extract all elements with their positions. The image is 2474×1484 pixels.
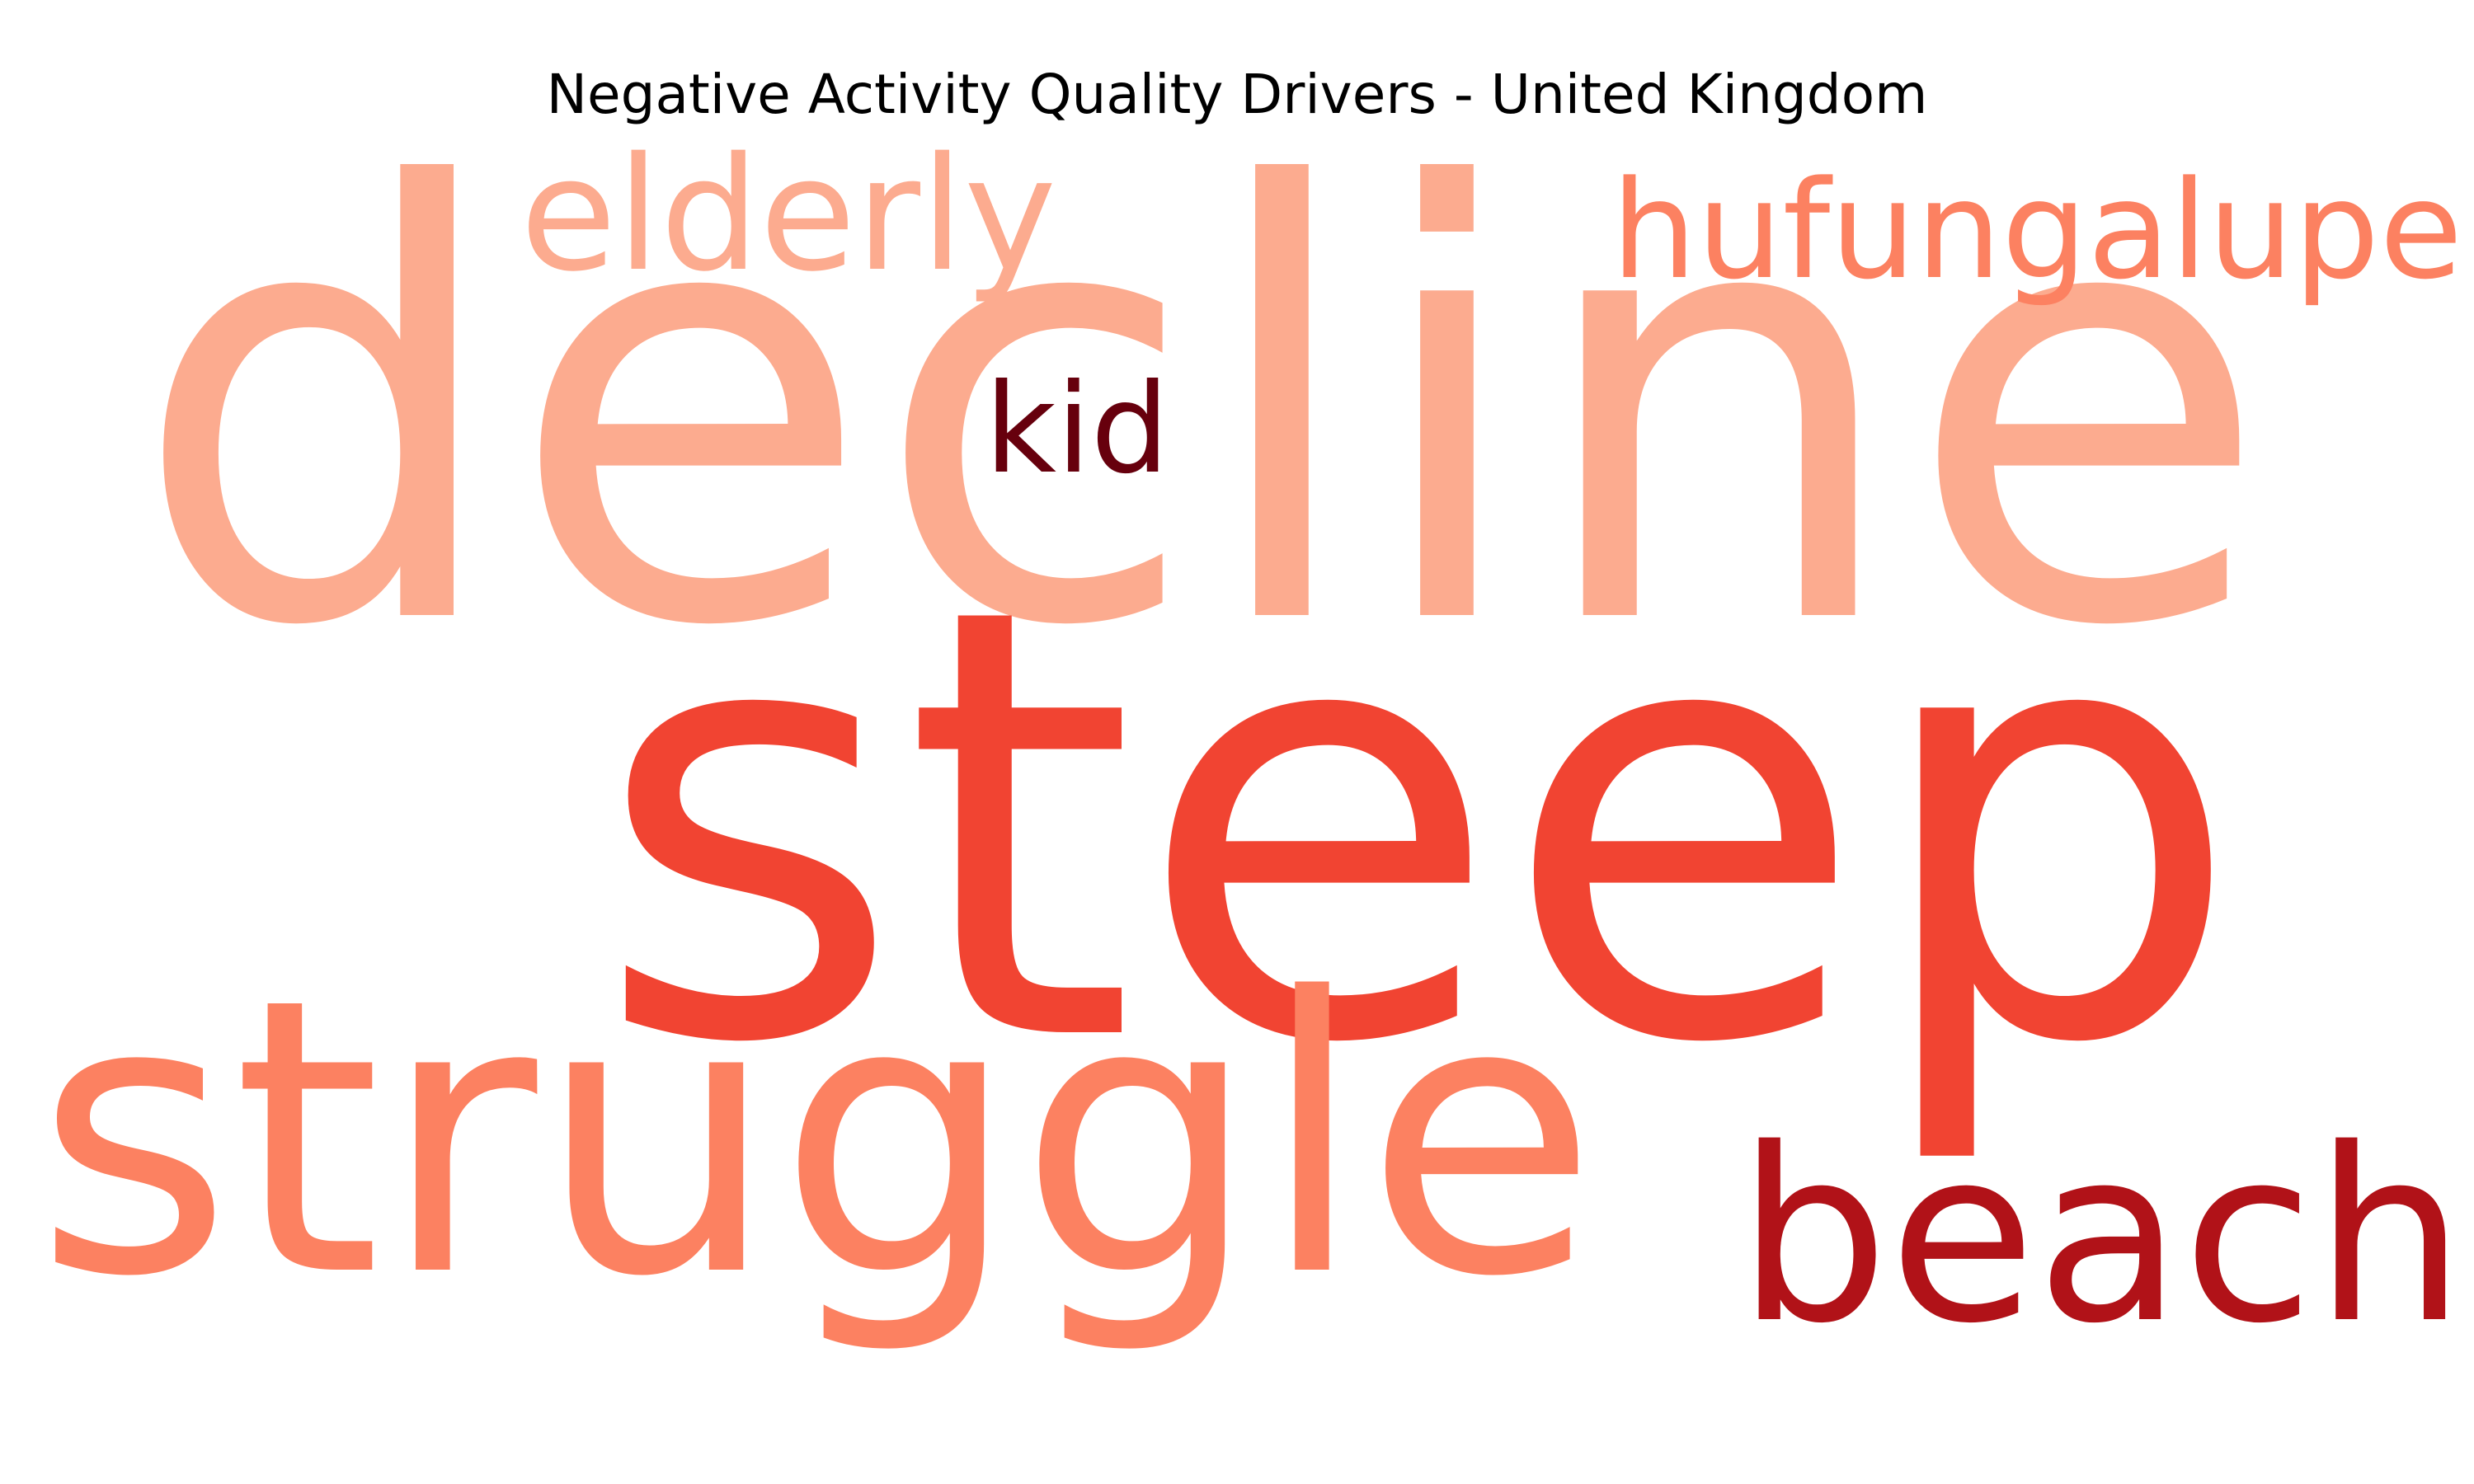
word-steep: steep [594,481,2243,1172]
word-struggle: struggle [35,918,1597,1360]
word-beach: beach [1737,1098,2465,1376]
word-hufungalupe: hufungalupe [1611,152,2463,309]
word-kid: kid [985,358,1169,501]
word-elderly: elderly [520,124,1057,306]
word-decline: decline [130,64,2270,755]
chart-title: Negative Activity Quality Drivers - Unit… [546,63,1928,126]
